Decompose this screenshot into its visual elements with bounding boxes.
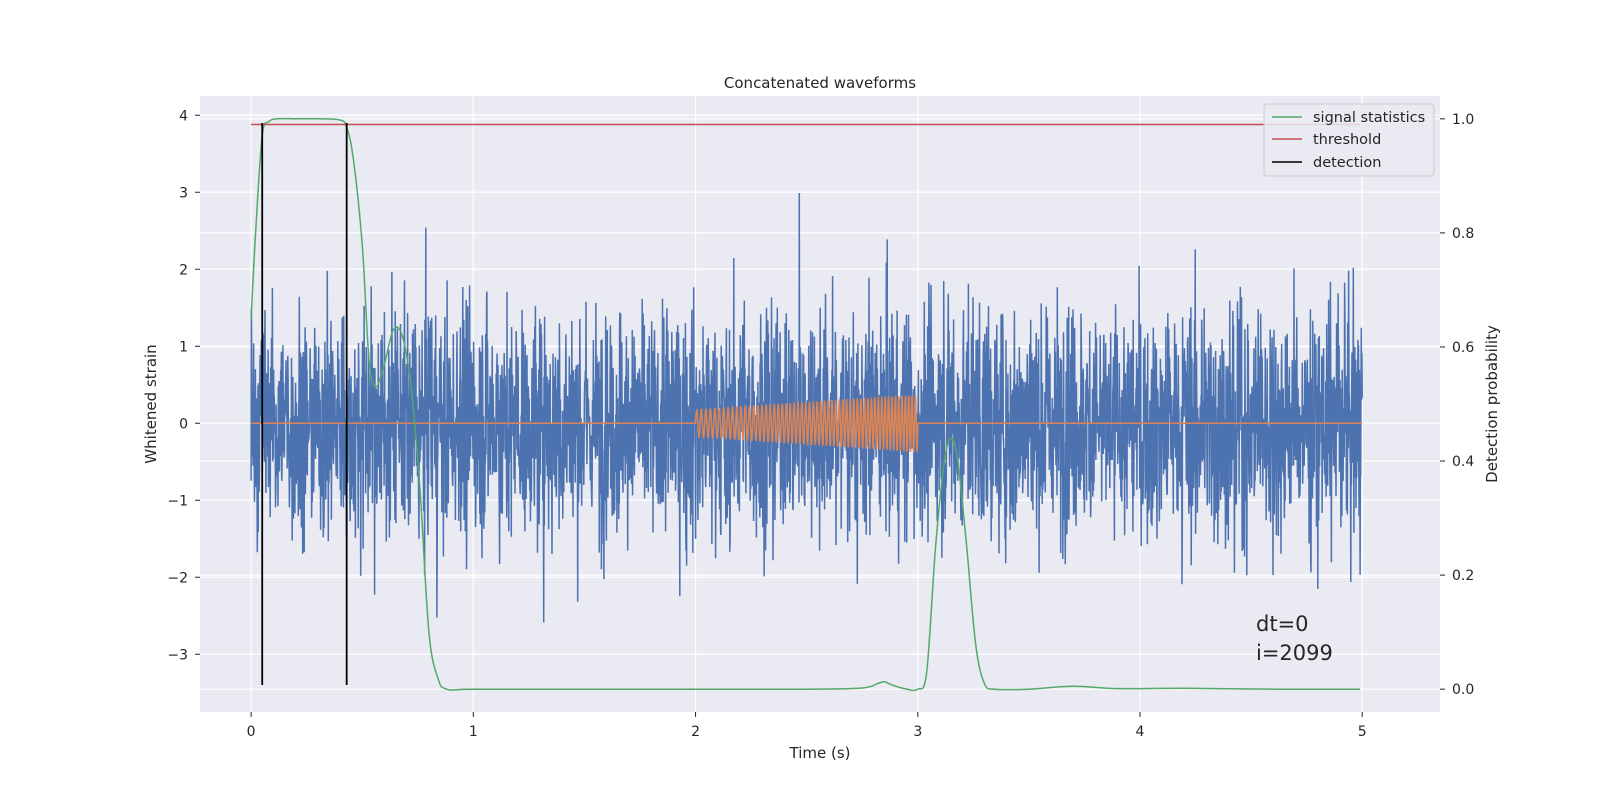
y2-tick-label: 0.8 <box>1452 226 1474 242</box>
x-tick-label: 3 <box>913 724 922 740</box>
y-tick-label: 4 <box>179 108 188 124</box>
legend-label-signal-statistics: signal statistics <box>1313 110 1425 126</box>
x-tick-label: 4 <box>1136 724 1145 740</box>
plot-layer <box>250 117 1363 692</box>
legend-label-detection: detection <box>1313 155 1381 171</box>
annotation-dt: dt=0 <box>1256 612 1309 636</box>
y2-axis-label: Detection probability <box>1483 325 1501 483</box>
y-tick-label: −3 <box>167 647 188 663</box>
legend-box <box>1263 103 1435 177</box>
y2-tick-label: 0.6 <box>1452 340 1474 356</box>
x-tick-label: 2 <box>691 724 700 740</box>
y-tick-label: 3 <box>179 185 188 201</box>
annotation-i: i=2099 <box>1256 641 1333 665</box>
legend: signal statistics threshold detection <box>1263 103 1435 177</box>
y2-tick-label: 0.4 <box>1452 454 1474 470</box>
x-axis-label: Time (s) <box>789 744 851 762</box>
detection-series <box>261 122 348 686</box>
legend-label-threshold: threshold <box>1313 132 1381 148</box>
y-tick-label: −1 <box>167 493 188 509</box>
x-tick-label: 1 <box>469 724 478 740</box>
x-tick-label: 5 <box>1358 724 1367 740</box>
y2-tick-label: 0.0 <box>1452 682 1474 698</box>
y-tick-label: 0 <box>179 416 188 432</box>
chirp-series <box>251 394 1363 453</box>
y-axis-label: Whitened strain <box>142 344 160 463</box>
x-tick-label: 0 <box>247 724 256 740</box>
y-tick-label: −2 <box>167 570 188 586</box>
tick-labels: 0 1 2 3 4 5 −3 −2 −1 0 1 2 3 4 0.0 0.2 0.4 0.6 0.8 1.0 <box>167 108 1474 740</box>
y-tick-label: 2 <box>179 262 188 278</box>
y2-tick-label: 0.2 <box>1452 568 1474 584</box>
y2-tick-label: 1.0 <box>1452 112 1474 128</box>
y-tick-label: 1 <box>179 339 188 355</box>
chart-title: Concatenated waveforms <box>724 74 916 92</box>
